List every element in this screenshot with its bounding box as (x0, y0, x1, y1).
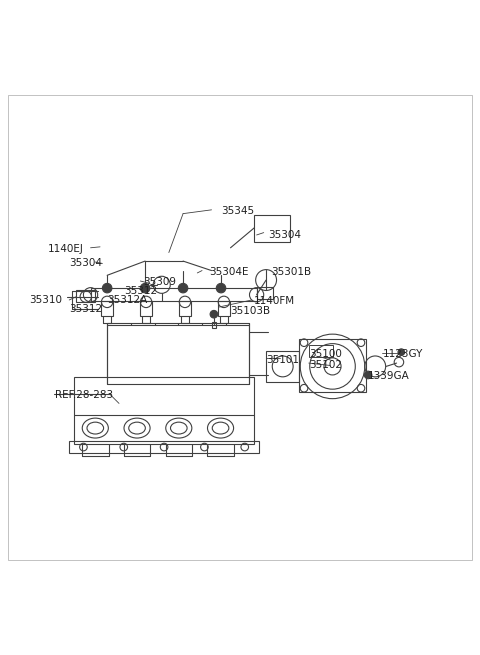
Bar (212, 322, 216, 328)
Circle shape (140, 284, 150, 293)
Text: 35312: 35312 (69, 305, 102, 314)
Text: 1140EJ: 1140EJ (48, 244, 84, 254)
Text: 35310: 35310 (29, 295, 62, 305)
Text: 35304E: 35304E (209, 267, 249, 277)
Bar (300, 339, 366, 392)
Bar (76, 291, 96, 303)
Circle shape (364, 371, 372, 379)
Text: 35101: 35101 (266, 355, 299, 365)
Text: 35304: 35304 (268, 230, 301, 240)
Bar (74, 377, 254, 443)
Circle shape (102, 284, 112, 293)
Bar (266, 350, 300, 382)
Circle shape (216, 284, 226, 293)
Text: 35103B: 35103B (230, 306, 271, 316)
Text: 35345: 35345 (221, 206, 254, 216)
Text: 35304: 35304 (69, 259, 102, 269)
Text: 35309: 35309 (143, 277, 176, 287)
Bar (257, 287, 273, 299)
Bar (254, 215, 290, 242)
Bar (309, 345, 333, 357)
Bar (69, 441, 259, 453)
Circle shape (398, 349, 405, 356)
Text: 35301B: 35301B (271, 267, 311, 277)
Text: 35102: 35102 (309, 360, 342, 369)
Bar (107, 323, 250, 384)
Text: 1339GA: 1339GA (368, 371, 410, 381)
Text: 35312: 35312 (124, 286, 157, 296)
Bar (179, 301, 191, 316)
Text: 1140FM: 1140FM (254, 297, 295, 307)
Text: 35312A: 35312A (107, 295, 147, 305)
Text: REF.28-283: REF.28-283 (55, 390, 113, 400)
Bar (218, 301, 229, 316)
Text: 1123GY: 1123GY (383, 348, 423, 358)
Circle shape (210, 310, 218, 318)
Bar (91, 288, 257, 301)
Bar (101, 301, 113, 316)
Text: 35100: 35100 (309, 348, 342, 358)
Circle shape (179, 284, 188, 293)
Bar (140, 301, 152, 316)
